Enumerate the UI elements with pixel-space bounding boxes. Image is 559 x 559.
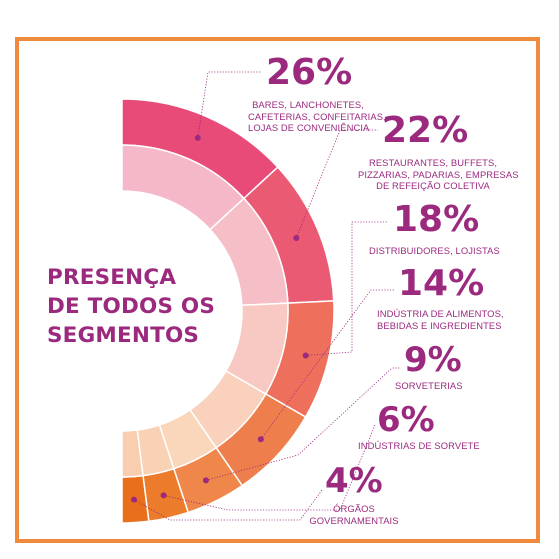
leader-line-4 xyxy=(260,289,394,440)
headline-line-1: PRESENÇA xyxy=(47,265,177,290)
leader-dot-5 xyxy=(202,477,209,484)
pct-label-5: 9% xyxy=(404,340,462,380)
segment-label-2: RESTAURANTES, BUFFETS, PIZZARIAS, PADARI… xyxy=(358,157,519,191)
leader-dot-2 xyxy=(293,234,300,241)
segment-label-1: BARES, LANCHONETES, CAFETERIAS, CONFEITA… xyxy=(248,99,386,133)
pct-label-6: 6% xyxy=(377,400,435,440)
pct-label-4: 14% xyxy=(398,263,485,304)
segment-label-6: INDÚSTRIAS DE SORVETE xyxy=(358,440,480,451)
headline-line-3: SEGMENTOS xyxy=(47,323,200,348)
headline: PRESENÇA DE TODOS OS SEGMENTOS xyxy=(47,263,267,350)
segment-label-5: SORVETERIAS xyxy=(395,380,463,391)
pct-label-7: 4% xyxy=(325,461,383,501)
inner-slice-7 xyxy=(121,429,144,478)
leader-dot-3 xyxy=(302,352,309,359)
leader-dot-4 xyxy=(257,436,264,443)
leader-line-5 xyxy=(205,367,401,481)
pct-label-2: 22% xyxy=(382,110,469,151)
leader-line-3 xyxy=(305,221,388,356)
pct-label-1: 26% xyxy=(266,52,353,93)
segment-label-3: DISTRIBUIDORES, LOJISTAS xyxy=(369,245,500,256)
headline-line-2: DE TODOS OS xyxy=(47,294,216,319)
inner-ring xyxy=(121,144,289,478)
leader-dot-6 xyxy=(160,492,167,499)
pct-label-3: 18% xyxy=(393,199,480,240)
leader-lines xyxy=(130,71,401,521)
leader-dot-1 xyxy=(194,134,201,141)
leader-line-7 xyxy=(133,489,323,521)
leader-dot-7 xyxy=(130,496,137,503)
segment-label-4: INDÚSTRIA DE ALIMENTOS, BEBIDAS E INGRED… xyxy=(377,308,504,331)
segment-label-7: ÓRGÃOS GOVERNAMENTAIS xyxy=(309,503,399,526)
